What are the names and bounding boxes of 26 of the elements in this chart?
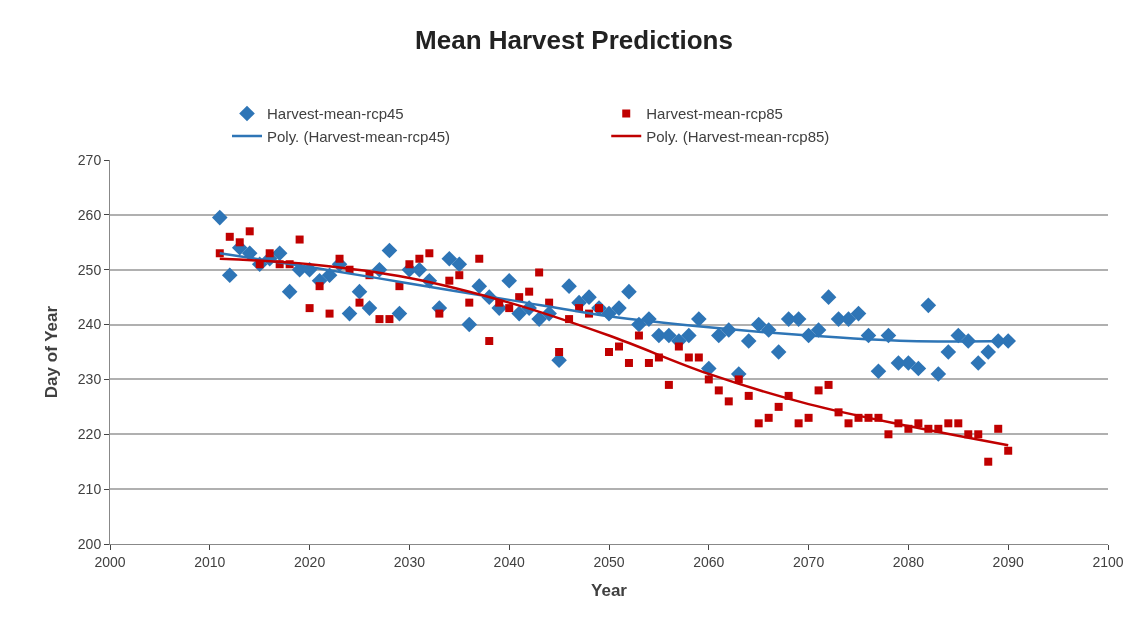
x-tick-label: 2020	[294, 553, 326, 570]
y-tick-label: 210	[77, 481, 102, 498]
x-tick-label: 2000	[94, 553, 126, 570]
y-tick-label: 240	[77, 316, 102, 333]
x-tick-label: 2100	[1092, 553, 1124, 570]
y-tick-label: 260	[77, 206, 102, 223]
legend-label: Harvest-mean-rcp85	[646, 105, 783, 123]
y-tick-label: 250	[77, 261, 102, 278]
chart-title: Mean Harvest Predictions	[415, 25, 733, 56]
legend-label: Harvest-mean-rcp45	[267, 105, 404, 123]
y-tick-label: 270	[77, 151, 102, 168]
x-tick-label: 2010	[194, 553, 226, 570]
x-tick-label: 2090	[992, 553, 1024, 570]
x-tick-label: 2040	[493, 553, 525, 570]
legend-label: Poly. (Harvest-mean-rcp85)	[646, 127, 830, 145]
x-tick-label: 2060	[693, 553, 725, 570]
y-tick-label: 220	[77, 426, 102, 443]
y-tick-label: 230	[77, 371, 102, 388]
legend-label: Poly. (Harvest-mean-rcp45)	[267, 127, 451, 145]
x-tick-label: 2070	[793, 553, 825, 570]
x-tick-label: 2050	[593, 553, 625, 570]
x-tick-label: 2030	[393, 553, 426, 570]
x-axis-title: Year	[591, 581, 628, 601]
y-axis-title: Day of Year	[42, 305, 62, 399]
x-tick-label: 2080	[892, 553, 925, 570]
y-tick-label: 200	[77, 535, 102, 552]
